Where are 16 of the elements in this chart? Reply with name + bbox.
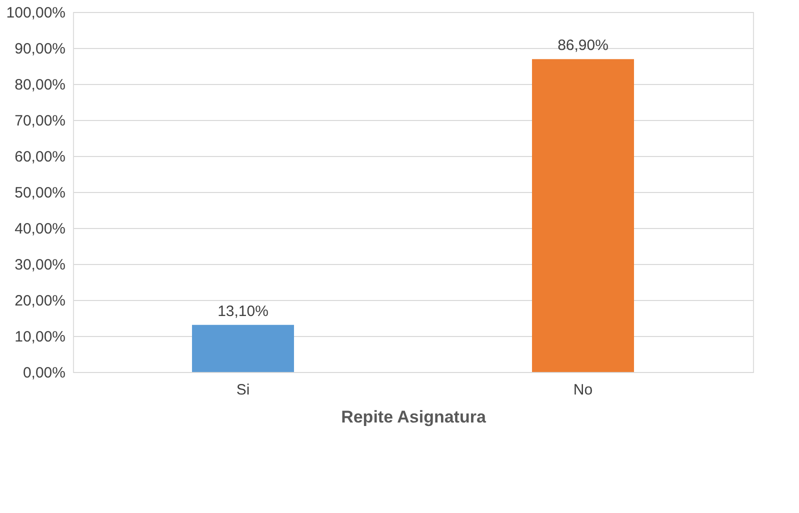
y-tick-label: 80,00% xyxy=(14,76,66,94)
y-tick-label: 70,00% xyxy=(14,112,66,130)
y-tick-label: 30,00% xyxy=(14,256,66,274)
y-tick-label: 20,00% xyxy=(14,292,66,310)
y-tick-label: 0,00% xyxy=(22,364,66,382)
y-tick-label: 100,00% xyxy=(6,4,66,22)
y-tick-label: 50,00% xyxy=(14,184,66,202)
x-tick-label: Si xyxy=(236,382,250,398)
y-tick-label: 10,00% xyxy=(14,328,66,346)
y-tick-label: 60,00% xyxy=(14,148,66,166)
x-axis-title: Repite Asignatura xyxy=(341,408,486,426)
x-tick-label: No xyxy=(573,382,593,398)
data-label: 13,10% xyxy=(218,302,268,320)
y-tick-label: 40,00% xyxy=(14,220,66,238)
data-label: 86,90% xyxy=(558,37,608,54)
y-tick-label: 90,00% xyxy=(14,40,66,58)
